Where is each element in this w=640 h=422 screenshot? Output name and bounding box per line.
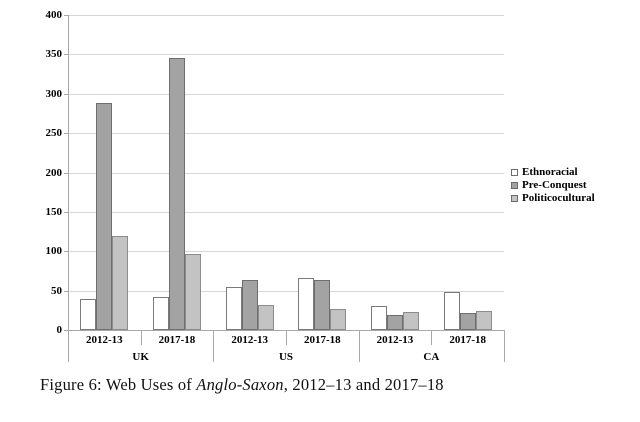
bar-ethnoracial: [298, 278, 315, 330]
y-axis-tick: [64, 290, 68, 292]
bar-politicocultural: [475, 311, 492, 330]
figure-caption: Figure 6: Web Uses of Anglo-Saxon, 2012–…: [40, 375, 444, 395]
bar-politicocultural: [112, 235, 129, 330]
gridline: [68, 133, 504, 135]
legend-item-ethnoracial: Ethnoracial: [511, 166, 595, 178]
y-tick-label: 0: [56, 324, 63, 336]
group-separator-tick: [358, 330, 360, 362]
legend-label-ethnoracial: Ethnoracial: [522, 166, 578, 178]
category-separator-tick: [140, 330, 142, 345]
bar-pre-conquest: [169, 58, 185, 330]
bar-pre-conquest: [314, 279, 331, 330]
bar-politicocultural: [185, 254, 201, 330]
bar-politicocultural: [330, 308, 347, 330]
plot-area: [68, 15, 504, 380]
category-separator-tick: [286, 330, 287, 345]
x-axis-line: [68, 330, 504, 331]
y-tick-label: 250: [45, 127, 63, 140]
bar-pre-conquest: [387, 315, 403, 330]
y-tick-label: 200: [45, 166, 63, 179]
bar-pre-conquest: [241, 279, 258, 330]
legend-swatch-ethnoracial: [511, 168, 518, 176]
y-axis-line: [68, 15, 69, 330]
y-axis-tick: [64, 15, 68, 16]
group-label-ca: CA: [423, 351, 440, 363]
caption-suffix: , 2012–13 and 2017–18: [283, 375, 444, 394]
category-label: 2012-13: [231, 334, 268, 346]
y-axis-tick: [64, 251, 68, 253]
legend-label-politicocultural: Politicocultural: [522, 192, 595, 204]
y-tick-label: 300: [45, 87, 63, 100]
bar-ethnoracial: [80, 298, 97, 330]
y-axis-tick: [64, 211, 68, 213]
legend-item-pre-conquest: Pre-Conquest: [511, 179, 595, 191]
group-separator-tick: [504, 330, 505, 362]
y-tick-label: 50: [51, 284, 62, 297]
caption-italic-term: Anglo-Saxon: [196, 375, 284, 394]
y-axis-tick: [64, 330, 68, 331]
y-tick-label: 400: [45, 9, 63, 21]
category-label: 2012-13: [376, 334, 414, 346]
bar-ethnoracial: [153, 296, 169, 330]
bar-pre-conquest: [96, 103, 113, 330]
y-axis-tick: [64, 54, 68, 56]
y-tick-label: 150: [45, 205, 63, 218]
group-separator-tick: [213, 330, 215, 362]
gridline: [68, 172, 504, 174]
group-label-uk: UK: [132, 351, 149, 363]
y-axis-tick: [64, 172, 68, 174]
bar-ethnoracial: [225, 286, 242, 330]
caption-prefix: Figure 6: Web Uses of: [40, 375, 197, 394]
bar-chart: 400 350 300 250 200 150 100 50 0 2012-13 2017-18 2…: [45, 9, 595, 380]
category-label: 2017-18: [158, 334, 196, 346]
gridline: [68, 93, 504, 95]
bar-ethnoracial: [443, 292, 460, 330]
y-tick-label: 100: [45, 245, 63, 258]
gridline: [68, 54, 504, 56]
category-separator-tick: [431, 330, 433, 345]
y-axis-tick: [64, 93, 68, 95]
bar-politicocultural: [257, 304, 274, 330]
category-label: 2017-18: [303, 334, 341, 346]
group-label-us: US: [278, 351, 294, 363]
gridline: [68, 290, 504, 292]
legend-swatch-pre-conquest: [511, 181, 518, 189]
category-label: 2017-18: [449, 334, 486, 346]
gridline: [68, 15, 504, 16]
bar-pre-conquest: [459, 312, 476, 330]
group-separator-tick: [68, 330, 69, 362]
bar-politicocultural: [403, 311, 419, 330]
legend-swatch-politicocultural: [511, 194, 518, 202]
legend-item-politicocultural: Politicocultural: [511, 192, 595, 204]
legend-label-pre-conquest: Pre-Conquest: [522, 179, 587, 191]
y-tick-label: 350: [45, 48, 63, 61]
bar-ethnoracial: [371, 305, 387, 330]
y-axis-tick: [64, 133, 68, 135]
category-label: 2012-13: [85, 334, 123, 346]
legend: Ethnoracial Pre-Conquest Politicocultura…: [511, 166, 595, 204]
gridline: [68, 211, 504, 213]
gridline: [68, 251, 504, 253]
